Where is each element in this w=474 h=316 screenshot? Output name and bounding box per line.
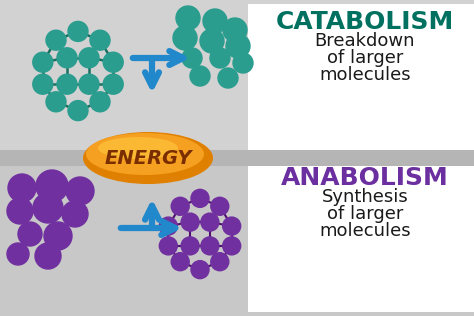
- Circle shape: [7, 243, 29, 265]
- Circle shape: [181, 213, 199, 231]
- Circle shape: [181, 237, 199, 255]
- Circle shape: [57, 48, 77, 68]
- Circle shape: [90, 92, 110, 112]
- Circle shape: [46, 30, 66, 50]
- Text: molecules: molecules: [319, 66, 411, 84]
- Ellipse shape: [83, 132, 213, 184]
- Text: ENERGY: ENERGY: [104, 149, 192, 167]
- Circle shape: [33, 74, 53, 94]
- Circle shape: [200, 29, 224, 53]
- Circle shape: [103, 74, 123, 94]
- Text: molecules: molecules: [319, 222, 411, 240]
- Circle shape: [33, 52, 53, 72]
- Circle shape: [18, 222, 42, 246]
- Circle shape: [57, 74, 77, 94]
- Circle shape: [7, 198, 33, 224]
- Text: Breakdown: Breakdown: [315, 32, 415, 50]
- Circle shape: [191, 261, 209, 279]
- Circle shape: [223, 237, 241, 255]
- Circle shape: [173, 26, 197, 50]
- Text: CATABOLISM: CATABOLISM: [276, 10, 454, 34]
- Circle shape: [33, 193, 63, 223]
- Circle shape: [35, 243, 61, 269]
- Text: Synthesis: Synthesis: [322, 188, 409, 206]
- Circle shape: [171, 253, 189, 271]
- Circle shape: [218, 68, 238, 88]
- Ellipse shape: [98, 137, 178, 159]
- Circle shape: [211, 197, 229, 215]
- Circle shape: [233, 53, 253, 73]
- Bar: [0, 158, 474, 316]
- Circle shape: [201, 213, 219, 231]
- Bar: [248, 166, 474, 312]
- Bar: [248, 4, 474, 154]
- Circle shape: [191, 189, 209, 207]
- Circle shape: [182, 48, 202, 68]
- Text: of larger: of larger: [327, 205, 403, 223]
- Circle shape: [66, 177, 94, 205]
- Circle shape: [201, 237, 219, 255]
- Circle shape: [203, 9, 227, 33]
- Circle shape: [226, 34, 250, 58]
- Circle shape: [79, 74, 99, 94]
- Circle shape: [68, 21, 88, 41]
- Circle shape: [36, 170, 68, 202]
- Circle shape: [62, 201, 88, 227]
- Circle shape: [68, 100, 88, 121]
- Text: ANABOLISM: ANABOLISM: [281, 166, 449, 190]
- Circle shape: [8, 174, 36, 202]
- Text: of larger: of larger: [327, 49, 403, 67]
- Ellipse shape: [86, 133, 204, 175]
- Circle shape: [210, 48, 230, 68]
- Bar: [0, 0, 474, 158]
- Bar: [0, 150, 474, 166]
- Circle shape: [176, 6, 200, 30]
- Circle shape: [46, 92, 66, 112]
- Circle shape: [190, 66, 210, 86]
- Circle shape: [223, 217, 241, 235]
- Circle shape: [159, 237, 177, 255]
- Circle shape: [79, 48, 99, 68]
- Circle shape: [223, 18, 247, 42]
- Circle shape: [159, 217, 177, 235]
- Circle shape: [44, 222, 72, 250]
- Circle shape: [103, 52, 123, 72]
- Circle shape: [90, 30, 110, 50]
- Circle shape: [211, 253, 229, 271]
- Circle shape: [171, 197, 189, 215]
